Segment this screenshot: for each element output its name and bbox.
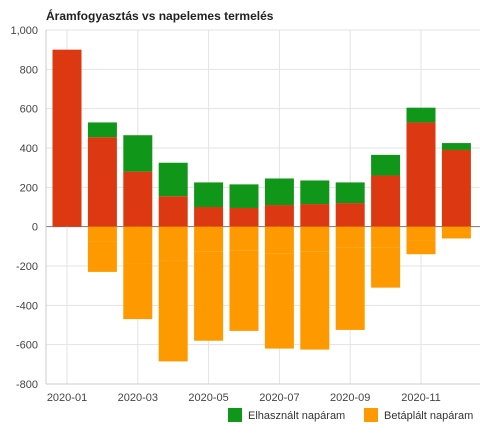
bar-halozati-2020-03	[123, 171, 153, 227]
bar-halozati-2020-10	[371, 175, 401, 227]
bar-halozati-2020-04	[158, 196, 188, 227]
y-tick-label: -200	[16, 261, 38, 273]
bar-halozati-2020-05	[194, 207, 224, 227]
bar-halozati-2020-06	[229, 207, 259, 227]
bar-halozati-2020-09	[335, 203, 365, 227]
bar-betaplalt-2020-08	[300, 226, 330, 252]
bar-betaplalt_extra-2020-10	[371, 247, 401, 288]
bar-betaplalt_extra-2020-12	[441, 232, 471, 239]
bar-elhasznalt-2020-12	[441, 143, 471, 150]
legend-swatch-elhasznalt	[228, 408, 242, 422]
bar-halozati-2020-11	[406, 122, 436, 227]
bar-betaplalt_extra-2020-02	[87, 241, 117, 272]
bar-betaplalt-2020-02	[87, 226, 117, 242]
bar-betaplalt_extra-2020-06	[229, 250, 259, 331]
y-tick-label: 1,000	[10, 25, 38, 37]
y-tick-label: 0	[32, 222, 38, 234]
chart-title: Áramfogyasztás vs napelemes termelés	[46, 9, 274, 23]
x-tick-label: 2020-11	[401, 392, 441, 404]
bar-betaplalt_extra-2020-04	[158, 260, 188, 362]
bar-betaplalt_extra-2020-03	[123, 263, 153, 320]
bar-halozati-2020-02	[87, 137, 117, 227]
bar-betaplalt-2020-06	[229, 226, 259, 251]
bar-elhasznalt-2020-09	[335, 182, 365, 204]
bar-halozati-2020-08	[300, 204, 330, 227]
y-tick-label: -800	[16, 379, 38, 391]
bar-betaplalt-2020-04	[158, 226, 188, 261]
y-tick-label: 800	[20, 64, 38, 76]
x-tick-label: 2020-09	[330, 392, 370, 404]
bar-betaplalt_extra-2020-09	[335, 247, 365, 330]
bar-elhasznalt-2020-04	[158, 162, 188, 197]
bar-betaplalt_extra-2020-11	[406, 240, 436, 255]
bar-betaplalt_extra-2020-07	[264, 253, 294, 349]
bar-halozati-2020-01	[52, 49, 82, 227]
bar-betaplalt-2020-09	[335, 226, 365, 248]
bar-elhasznalt-2020-07	[264, 178, 294, 206]
y-tick-label: 400	[20, 143, 38, 155]
legend-label-elhasznalt: Elhasznált napáram	[248, 410, 345, 422]
bar-betaplalt-2020-05	[194, 226, 224, 252]
bar-betaplalt_extra-2020-08	[300, 251, 330, 350]
bar-elhasznalt-2020-08	[300, 180, 330, 205]
bar-betaplalt-2020-07	[264, 226, 294, 254]
x-tick-label: 2020-07	[259, 392, 299, 404]
x-tick-label: 2020-01	[47, 392, 87, 404]
bar-halozati-2020-07	[264, 205, 294, 227]
bar-elhasznalt-2020-11	[406, 107, 436, 123]
bar-elhasznalt-2020-05	[194, 182, 224, 207]
bar-betaplalt-2020-10	[371, 226, 401, 248]
bar-halozati-2020-12	[441, 149, 471, 227]
legend-swatch-betaplalt	[364, 408, 378, 422]
y-tick-label: -600	[16, 340, 38, 352]
bar-betaplalt-2020-12	[441, 226, 471, 233]
legend-label-betaplalt: Betáplált napáram	[384, 410, 473, 422]
x-tick-label: 2020-05	[188, 392, 228, 404]
y-tick-label: 600	[20, 104, 38, 116]
bar-elhasznalt-2020-06	[229, 184, 259, 208]
bar-betaplalt_extra-2020-05	[194, 251, 224, 341]
bar-elhasznalt-2020-02	[87, 122, 117, 138]
y-tick-label: 200	[20, 182, 38, 194]
bar-elhasznalt-2020-03	[123, 135, 153, 172]
x-tick-label: 2020-03	[118, 392, 158, 404]
bar-betaplalt-2020-11	[406, 226, 436, 241]
bar-betaplalt-2020-03	[123, 226, 153, 264]
bar-elhasznalt-2020-10	[371, 154, 401, 176]
y-tick-label: -400	[16, 300, 38, 312]
